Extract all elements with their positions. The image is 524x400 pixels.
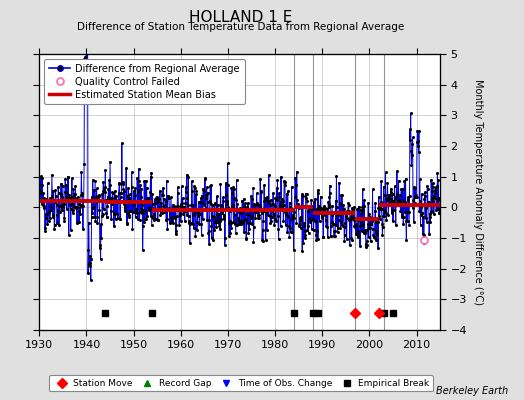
Legend: Difference from Regional Average, Quality Control Failed, Estimated Station Mean: Difference from Regional Average, Qualit… xyxy=(44,59,245,104)
Text: HOLLAND 1 E: HOLLAND 1 E xyxy=(189,10,293,25)
Legend: Station Move, Record Gap, Time of Obs. Change, Empirical Break: Station Move, Record Gap, Time of Obs. C… xyxy=(49,375,433,392)
Y-axis label: Monthly Temperature Anomaly Difference (°C): Monthly Temperature Anomaly Difference (… xyxy=(473,79,483,305)
Text: Difference of Station Temperature Data from Regional Average: Difference of Station Temperature Data f… xyxy=(78,22,405,32)
Text: Berkeley Earth: Berkeley Earth xyxy=(436,386,508,396)
